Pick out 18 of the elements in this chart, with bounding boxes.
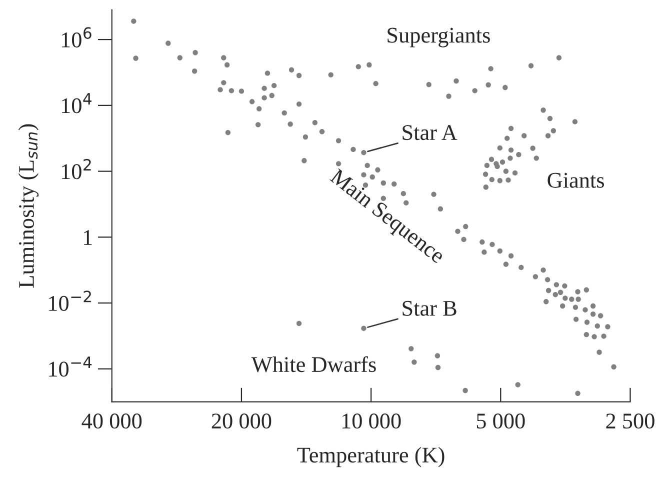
- annotation: White Dwarfs: [251, 356, 376, 372]
- annotation: Star B: [402, 300, 456, 316]
- x-axis-title: Temperature (K): [297, 446, 444, 468]
- annotation: Giants: [548, 172, 604, 188]
- y-tick-label: 10$^{2}$: [62, 158, 91, 180]
- y-tick-label: 10$^{−2}$: [49, 290, 91, 311]
- x-tick-label: 40 000: [82, 414, 142, 429]
- y-tick-label: 10$^{−4}$: [49, 356, 92, 377]
- x-tick-label: 10 000: [342, 414, 401, 429]
- x-tick-label: 2 500: [606, 414, 654, 429]
- y-tick-label: 10$^{4}$: [62, 93, 92, 114]
- x-tick-label: 20 000: [212, 414, 272, 429]
- x-tick-label: 5 000: [476, 414, 525, 429]
- annotation: Supergiants: [388, 28, 490, 48]
- y-tick-label: 1: [84, 230, 92, 245]
- y-axis-title: Luminosity (L$_{sun}$): [18, 124, 39, 288]
- y-tick-label: 10$^{6}$: [62, 27, 92, 48]
- annotation: Star A: [402, 125, 458, 140]
